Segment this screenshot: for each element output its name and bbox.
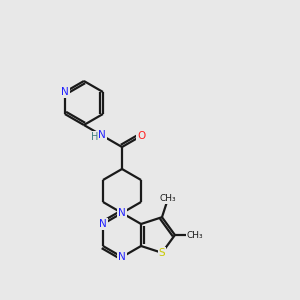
Text: N: N [118, 252, 126, 262]
Text: N: N [118, 208, 126, 218]
Text: CH₃: CH₃ [160, 194, 176, 203]
Text: S: S [159, 248, 165, 258]
Text: H: H [91, 132, 99, 142]
Text: O: O [137, 131, 145, 141]
Text: N: N [99, 219, 107, 229]
Text: N: N [61, 87, 69, 97]
Text: N: N [98, 130, 106, 140]
Text: CH₃: CH₃ [186, 230, 203, 239]
